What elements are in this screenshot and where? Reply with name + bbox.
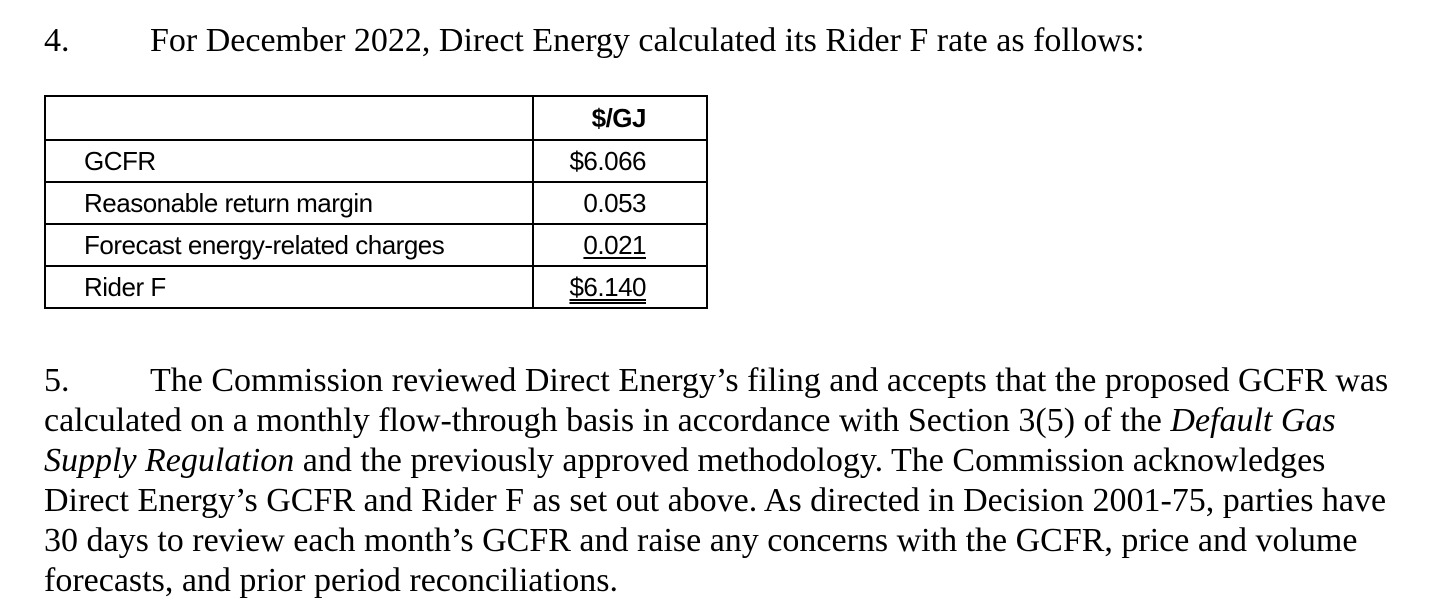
table-row: Forecast energy-related charges 0.021	[43, 223, 708, 267]
table-row-value: 0.021	[532, 223, 708, 267]
table-row-value: $6.066	[532, 139, 708, 183]
table-row-total: Rider F $6.140	[43, 265, 708, 309]
table-header-unit: $/GJ	[532, 95, 708, 141]
table-row-label: Reasonable return margin	[43, 181, 535, 225]
paragraph-4: 4. For December 2022, Direct Energy calcu…	[44, 18, 1145, 64]
rider-f-table: $/GJ GCFR $6.066 Reasonable return margi…	[43, 95, 708, 309]
paragraph-5-number: 5.	[44, 362, 70, 399]
table-header-label	[43, 95, 535, 141]
table-row-label: Rider F	[43, 265, 535, 309]
table-row: Reasonable return margin 0.053	[43, 181, 708, 225]
table-row: GCFR $6.066	[43, 139, 708, 183]
paragraph-5-text-part2: and the previously approved methodology.…	[44, 442, 1387, 599]
value-text: 0.053	[583, 187, 646, 218]
paragraph-5-text-part1: The Commission reviewed Direct Energy’s …	[44, 362, 1389, 439]
table-row-label: GCFR	[43, 139, 535, 183]
table-row-label: Forecast energy-related charges	[43, 223, 535, 267]
value-text-double-underlined: $6.140	[569, 271, 646, 302]
paragraph-4-number: 4.	[44, 22, 70, 59]
table-row-value: 0.053	[532, 181, 708, 225]
value-text: $6.066	[569, 145, 646, 176]
regulation-title: Default Gas Supply Regulation	[44, 402, 1336, 479]
paragraph-5: 5. The Commission reviewed Direct Energy’…	[44, 361, 1414, 601]
paragraph-4-text: For December 2022, Direct Energy calcula…	[150, 22, 1145, 59]
table-row-value: $6.140	[532, 265, 708, 309]
table-header-row: $/GJ	[43, 95, 708, 141]
value-text-underlined: 0.021	[583, 229, 646, 260]
